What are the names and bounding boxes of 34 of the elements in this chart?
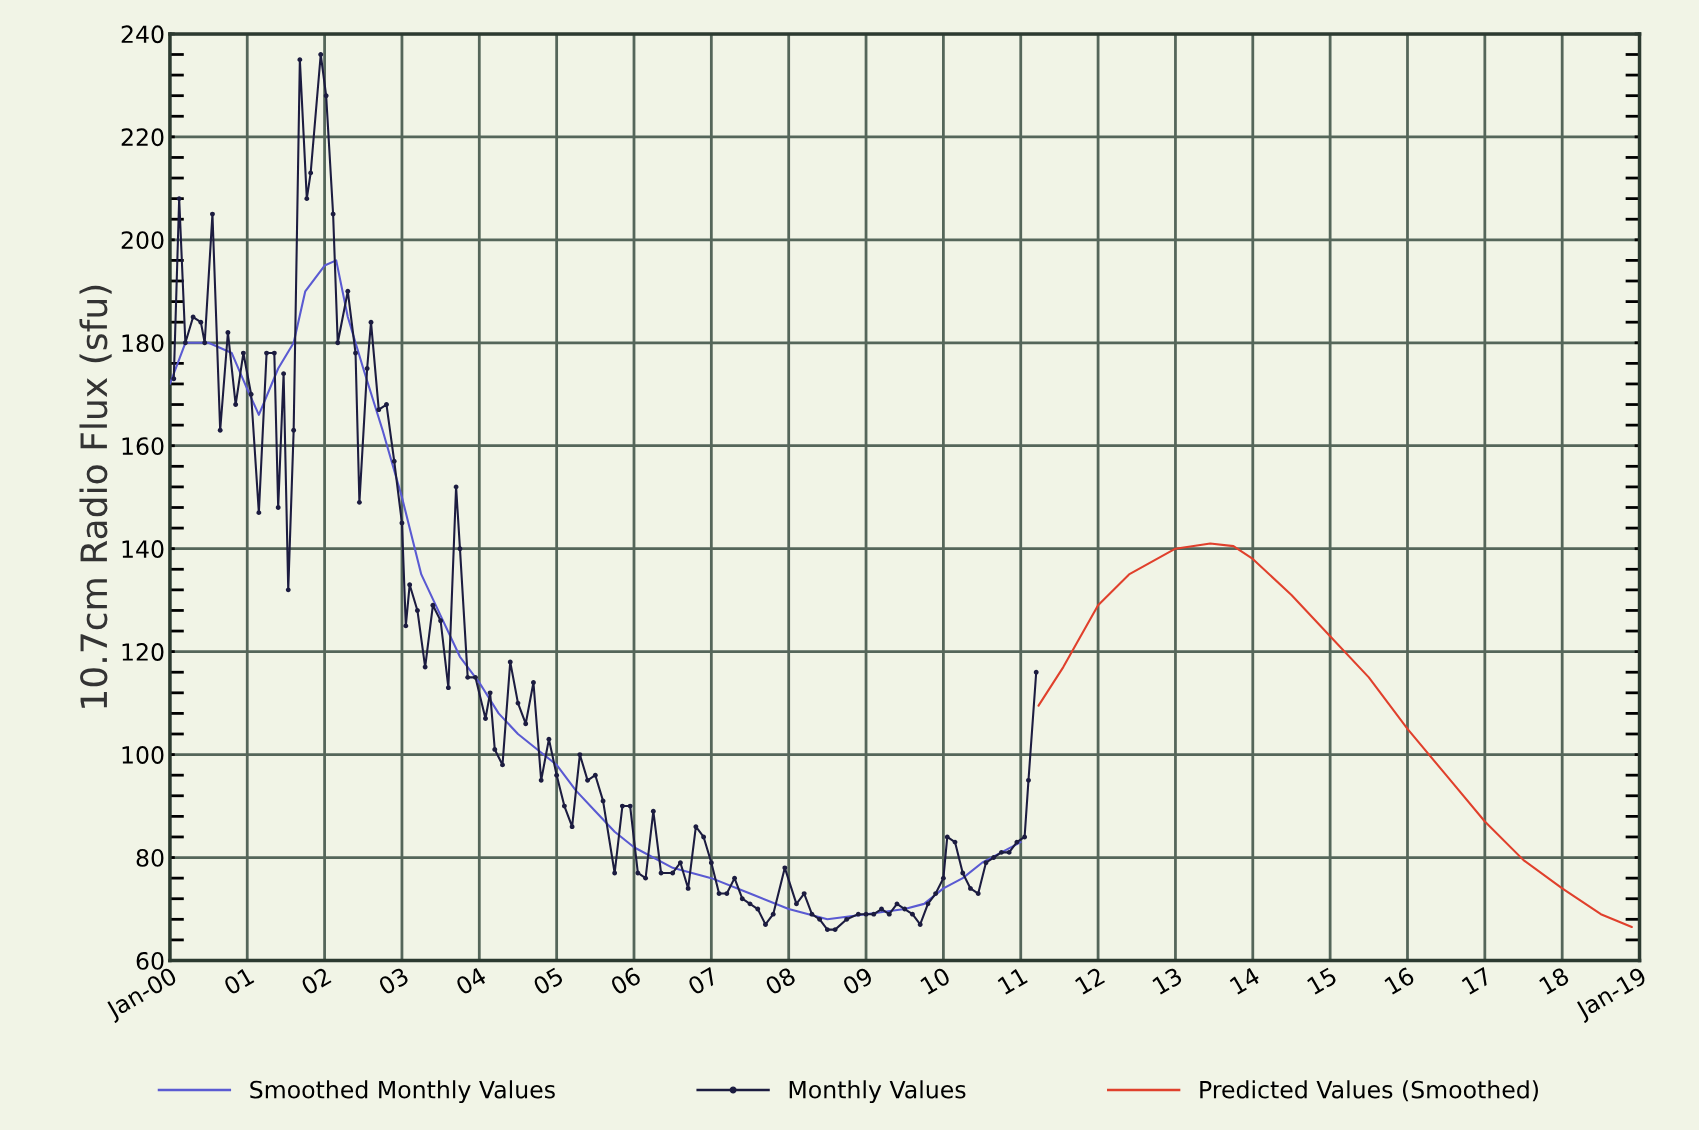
y-tick-label: 60 [136, 951, 164, 970]
y-tick-label: 140 [122, 540, 164, 558]
y-tick-label: 200 [121, 231, 164, 250]
x-tick-label: 11 [997, 967, 1028, 995]
x-tick-label: 15 [1306, 967, 1338, 995]
y-tick-label: 240 [121, 25, 164, 44]
x-tick-label: 02 [300, 966, 332, 996]
y-tick-label: 80 [136, 848, 164, 867]
y-tick-label: 180 [122, 334, 164, 353]
x-tick-label: 13 [1151, 966, 1183, 995]
x-tick-label: 12 [1074, 966, 1106, 995]
line-series [1037, 542, 1633, 929]
line-series [169, 259, 1022, 921]
x-tick-label: 05 [532, 966, 564, 996]
y-tick-label: 120 [122, 643, 164, 661]
x-tick-label: 18 [1538, 966, 1570, 995]
x-tick-label: 06 [609, 966, 642, 996]
y-axis-title: 10.7cm Radio Flux (sfu) [79, 285, 112, 708]
x-tick-label: 08 [764, 966, 797, 996]
y-tick-label: 160 [122, 437, 164, 456]
x-tick-label: 14 [1229, 966, 1261, 995]
x-tick-label: 03 [377, 966, 410, 996]
legend-label: Predicted Values (Smoothed) [1200, 1080, 1538, 1102]
y-tick-label: 100 [122, 746, 164, 764]
x-tick-label: 04 [454, 966, 488, 996]
x-tick-label: 07 [686, 966, 719, 996]
y-tick-label: 220 [121, 128, 164, 147]
x-tick-label: 09 [841, 966, 874, 996]
legend-label: Monthly Values [789, 1080, 966, 1104]
x-tick-label: 16 [1383, 966, 1416, 995]
legend-label: Smoothed Monthly Values [250, 1080, 555, 1104]
x-tick-label: 17 [1461, 967, 1493, 995]
x-tick-label: 01 [222, 966, 255, 996]
x-tick-label: 10 [919, 966, 952, 995]
